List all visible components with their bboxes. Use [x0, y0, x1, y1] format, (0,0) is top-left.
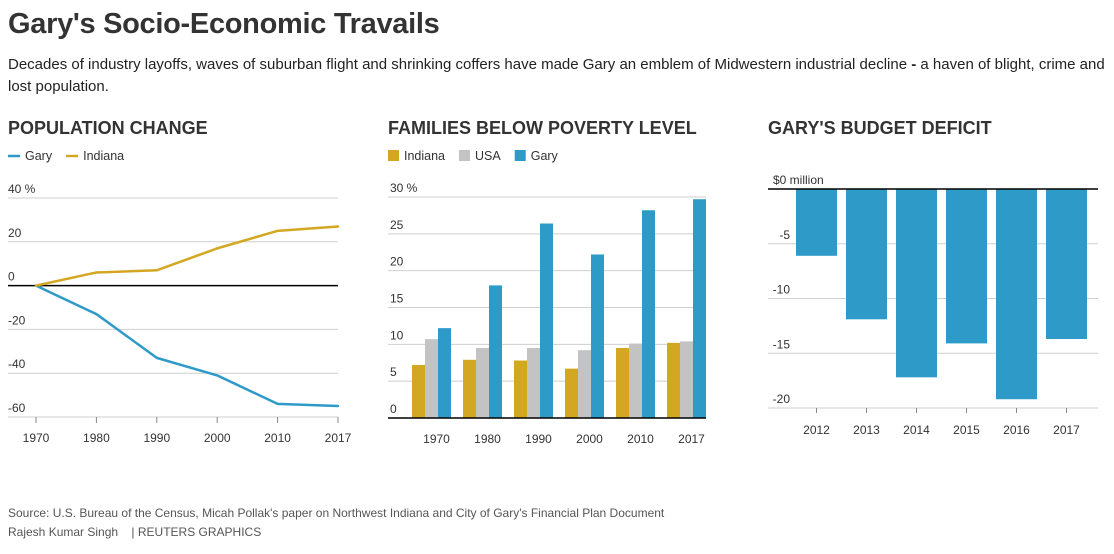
author-name: Rajesh Kumar Singh: [8, 525, 119, 539]
poverty-bar-gary: [591, 254, 604, 418]
population-point-indiana: [34, 284, 38, 287]
population-point-indiana: [95, 271, 98, 274]
population-chart-title: POPULATION CHANGE: [8, 118, 208, 138]
poverty-bar-gary: [693, 199, 706, 418]
poverty-bar-usa: [476, 348, 489, 418]
population-line-gary: [35, 284, 339, 408]
deficit-bar: [896, 189, 937, 378]
population-point-gary: [155, 356, 158, 360]
deficit-ytick-label: -15: [773, 337, 791, 351]
deficit-bar: [996, 189, 1037, 400]
poverty-bar-indiana: [514, 360, 527, 418]
poverty-xtick-label: 1980: [474, 432, 501, 446]
population-point-gary: [95, 312, 98, 316]
population-xtick-label: 2010: [264, 431, 291, 445]
legend-label-gary: Gary: [25, 149, 53, 163]
poverty-bar-indiana: [565, 368, 578, 418]
subtitle-text: Decades of industry layoffs, waves of su…: [8, 56, 912, 73]
legend-swatch-gary: [514, 150, 526, 161]
poverty-bar-indiana: [616, 348, 629, 418]
poverty-bar-usa: [629, 343, 642, 418]
legend-label-usa: USA: [475, 149, 501, 163]
legend-swatch-usa: [459, 150, 471, 161]
population-ytick-label: 0: [8, 270, 15, 284]
poverty-bar-gary: [489, 285, 502, 418]
poverty-bar-usa: [578, 350, 591, 418]
population-point-gary: [276, 402, 279, 406]
population-point-indiana: [336, 225, 340, 228]
deficit-xtick-label: 2012: [803, 423, 830, 437]
deficit-ytick-label: -20: [773, 392, 791, 406]
population-xtick-label: 2000: [204, 431, 231, 445]
population-point-indiana: [276, 229, 279, 233]
deficit-xtick-label: 2013: [853, 423, 880, 437]
deficit-ytick-label: -10: [773, 283, 791, 297]
poverty-chart-title: FAMILIES BELOW POVERTY LEVEL: [388, 118, 697, 138]
deficit-bar: [846, 189, 887, 320]
legend-swatch-indiana: [388, 150, 399, 161]
poverty-xtick-label: 2017: [678, 432, 705, 446]
agency-name: REUTERS GRAPHICS: [137, 525, 262, 539]
population-point-indiana: [155, 269, 158, 272]
credit-line: Rajesh Kumar Singh | REUTERS GRAPHICS: [8, 525, 261, 539]
deficit-bar: [796, 189, 837, 256]
poverty-ytick-label: 0: [390, 402, 397, 416]
poverty-bar-usa: [680, 341, 693, 418]
poverty-bar-indiana: [412, 364, 425, 418]
deficit-xtick-label: 2014: [903, 423, 930, 437]
population-point-gary: [336, 404, 340, 408]
population-point-indiana: [216, 247, 219, 250]
population-point-gary: [216, 374, 219, 377]
deficit-ytick-label: -5: [779, 228, 790, 242]
poverty-bar-indiana: [463, 359, 476, 418]
deficit-bar: [1046, 189, 1087, 340]
poverty-xtick-label: 1990: [525, 432, 552, 446]
poverty-ytick-label: 10: [390, 328, 404, 342]
deficit-bar: [946, 189, 987, 344]
population-xtick-label: 1990: [143, 431, 170, 445]
deficit-xtick-label: 2017: [1053, 423, 1080, 437]
poverty-ytick-label: 25: [390, 218, 404, 232]
poverty-bar-indiana: [667, 342, 680, 418]
poverty-xtick-label: 2000: [576, 432, 603, 446]
deficit-chart-title: GARY'S BUDGET DEFICIT: [768, 118, 992, 138]
population-ytick-label: -20: [8, 313, 26, 327]
credit-separator: |: [131, 525, 135, 539]
poverty-ytick-label: 5: [390, 365, 397, 379]
page-title: Gary's Socio-Economic Travails: [8, 8, 440, 40]
population-ytick-label: 20: [8, 226, 22, 240]
poverty-xtick-label: 1970: [423, 432, 450, 446]
poverty-ytick-label: 15: [390, 292, 404, 306]
page-subtitle: Decades of industry layoffs, waves of su…: [8, 54, 1108, 98]
source-note: Source: U.S. Bureau of the Census, Micah…: [8, 506, 665, 520]
population-ytick-label: 40 %: [8, 182, 36, 196]
poverty-xtick-label: 2010: [627, 432, 654, 446]
poverty-ytick-label: 30 %: [390, 181, 418, 195]
poverty-bar-usa: [425, 339, 438, 418]
deficit-ytick-label: $0 million: [773, 173, 824, 187]
legend-label-indiana: Indiana: [83, 149, 124, 163]
legend-label-gary: Gary: [531, 149, 559, 163]
poverty-bar-gary: [540, 223, 553, 418]
deficit-xtick-label: 2016: [1003, 423, 1030, 437]
subtitle-dash: -: [911, 56, 917, 73]
population-ytick-label: -40: [8, 357, 26, 371]
poverty-bar-gary: [438, 328, 451, 418]
poverty-ytick-label: 20: [390, 255, 404, 269]
population-xtick-label: 1970: [23, 431, 50, 445]
deficit-xtick-label: 2015: [953, 423, 980, 437]
poverty-bar-usa: [527, 348, 540, 418]
population-ytick-label: -60: [8, 401, 26, 415]
legend-label-indiana: Indiana: [404, 149, 445, 163]
poverty-bar-gary: [642, 210, 655, 418]
subtitle-text-rest: a haven of blight, crime and lost popula…: [8, 56, 1105, 95]
population-line-indiana: [35, 225, 339, 287]
population-xtick-label: 2017: [325, 431, 352, 445]
population-xtick-label: 1980: [83, 431, 110, 445]
